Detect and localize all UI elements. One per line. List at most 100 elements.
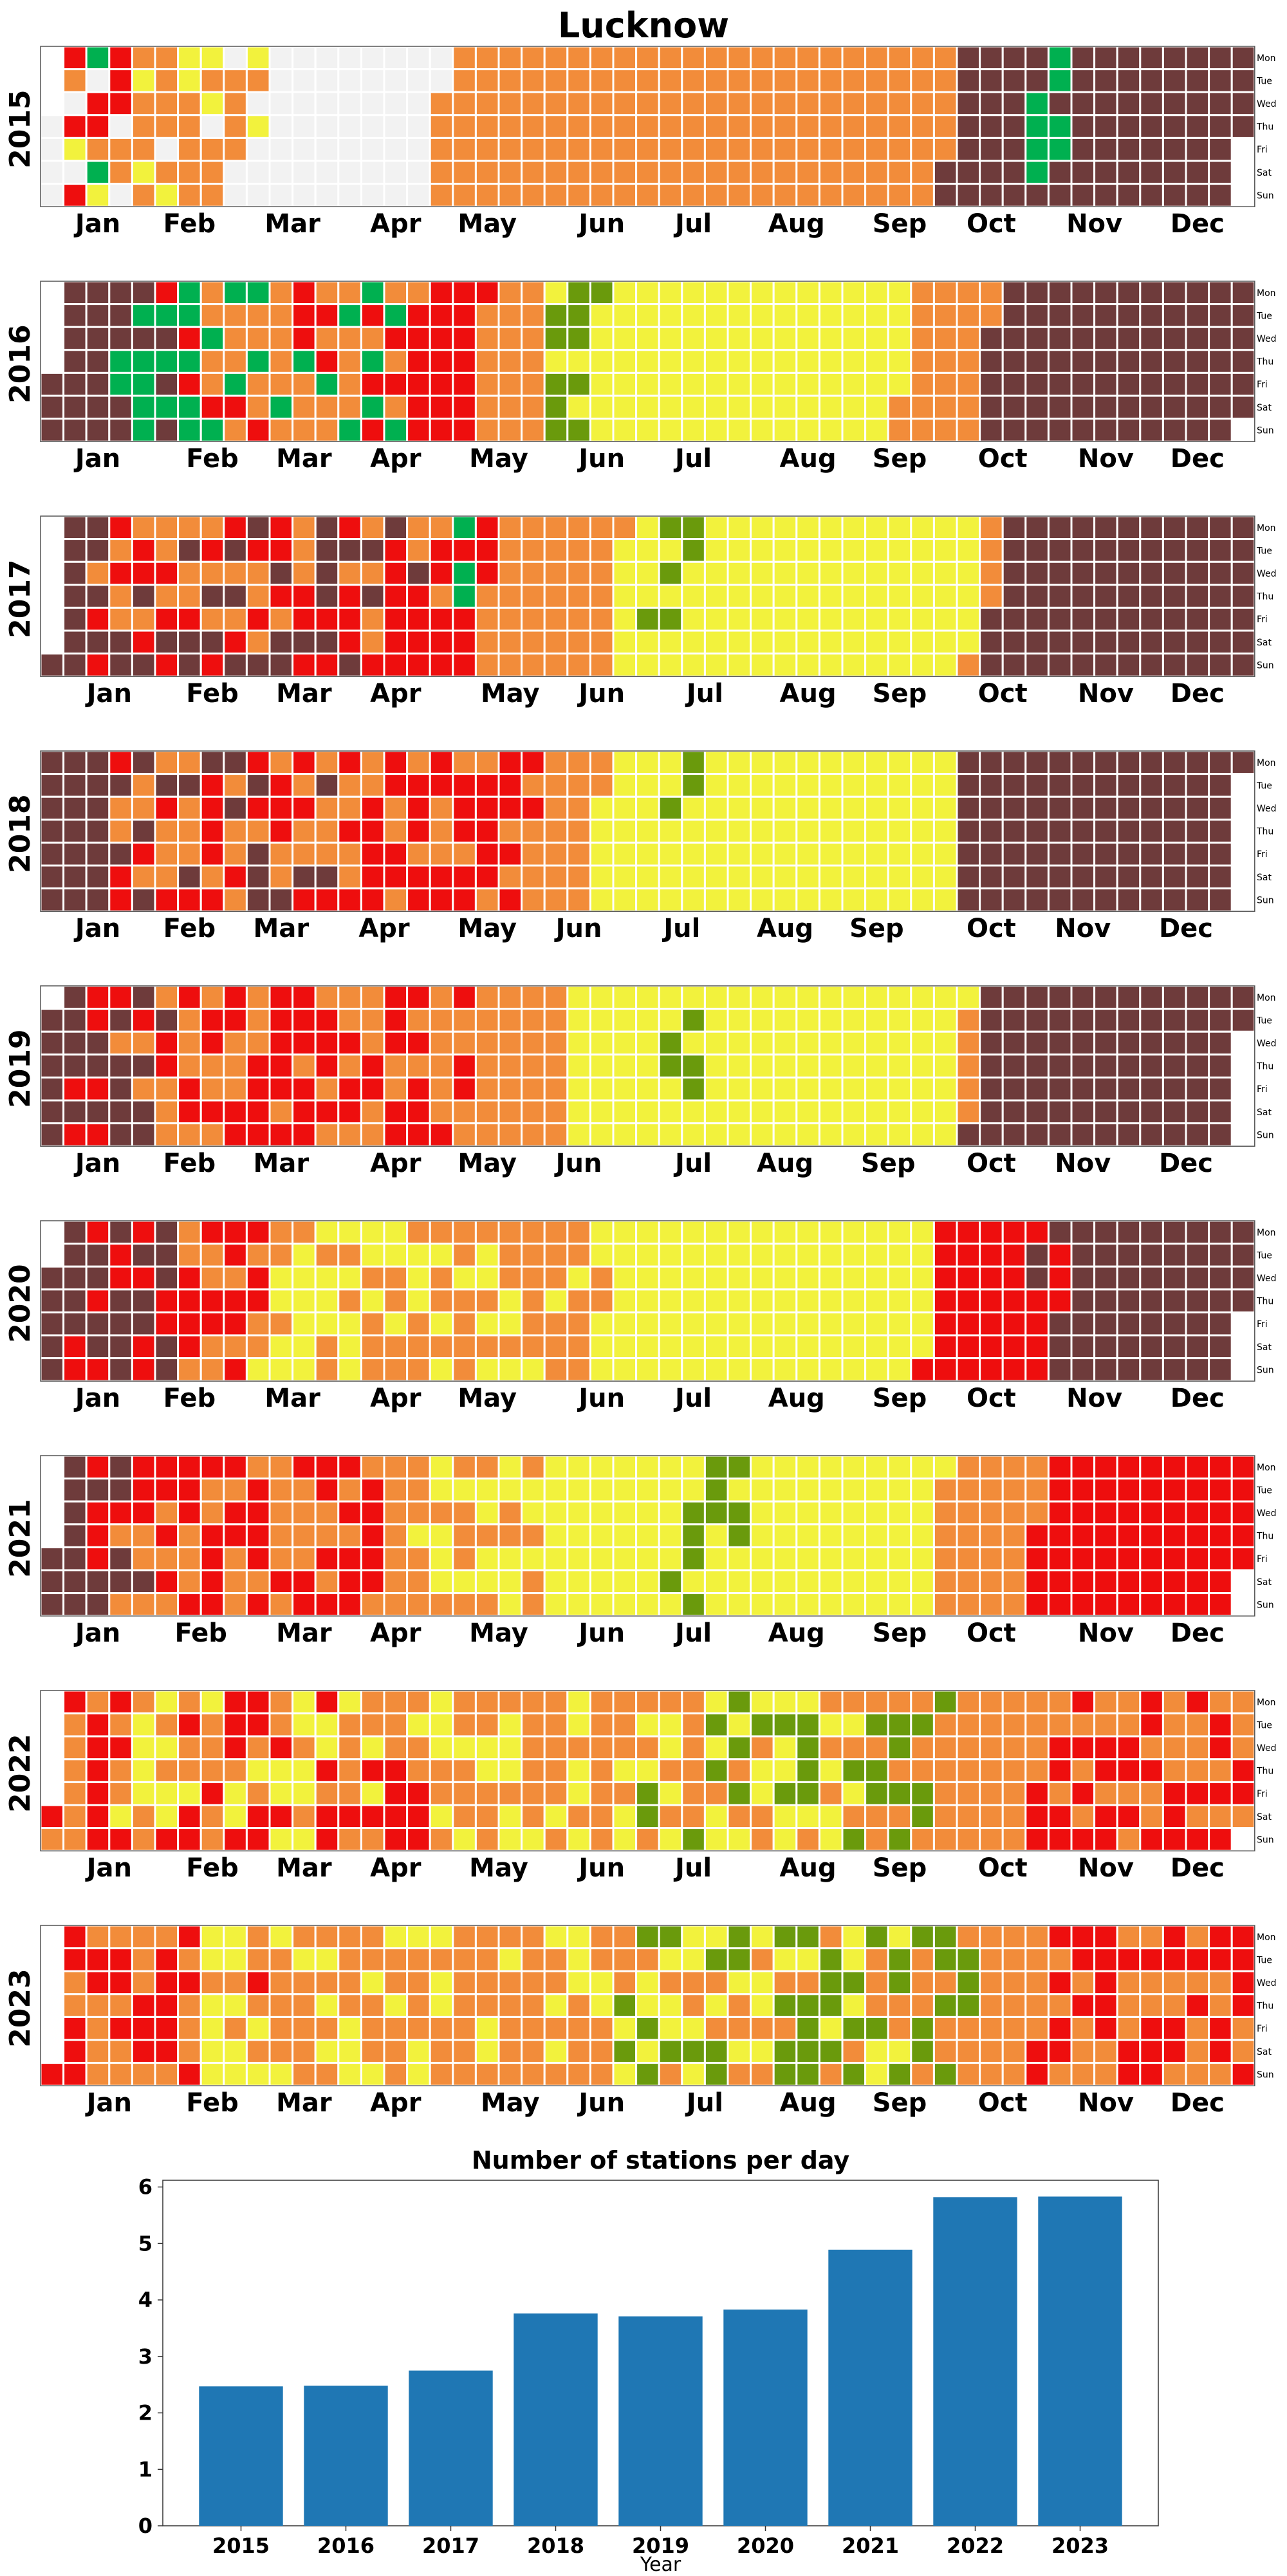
day-cell [841,1219,867,1245]
day-cell [932,1758,958,1783]
day-cell [1093,68,1118,93]
day-cell [543,394,569,420]
day-cell [245,45,271,71]
day-cell [177,303,202,328]
day-cell [177,114,202,139]
day-cell [268,1122,294,1147]
day-cell [612,1243,638,1268]
day-cell [62,1758,88,1783]
day-cell [910,1689,935,1715]
day-cell [223,1546,248,1571]
day-cell [818,819,844,844]
day-cell [85,1053,111,1079]
day-cell [910,136,935,162]
day-cell [887,819,912,844]
day-cell [429,2039,454,2064]
day-cell [452,1076,477,1102]
day-cell [1070,773,1096,798]
day-cell [887,653,912,678]
day-cell [1001,1970,1027,1996]
day-cell [566,1781,591,1806]
day-cell [681,418,706,443]
day-cell [131,1947,156,1972]
day-cell [383,1993,409,2018]
day-cell [245,538,271,563]
day-cell [703,1288,729,1313]
day-cell [337,1592,362,1617]
day-cell [154,1454,180,1480]
day-cell [635,160,660,185]
day-cell [177,68,202,93]
day-cell [681,1924,706,1950]
day-cell [337,1947,362,1972]
day-cell [864,1924,889,1950]
day-cell [452,561,477,586]
day-cell [1162,1569,1187,1595]
day-cell [314,2062,340,2087]
day-cell [177,773,202,798]
day-cell [223,1454,248,1480]
weekday-label: Sat [1257,168,1272,178]
day-cell [727,538,752,563]
day-cell [1116,1523,1142,1548]
day-cell [1116,1265,1142,1291]
day-cell [108,136,133,162]
day-cell [543,773,569,798]
day-cell [521,606,546,632]
day-cell [406,2062,431,2087]
day-cell [245,1076,271,1102]
day-cell [612,1334,638,1360]
day-cell [383,1008,409,1033]
day-cell [497,1478,523,1503]
day-cell [292,303,317,328]
day-cell [131,1454,156,1480]
day-cell [1208,1781,1233,1806]
day-cell [360,136,385,162]
day-cell [727,1993,752,2018]
day-cell [703,326,729,351]
day-cell [681,68,706,93]
day-cell [750,1781,775,1806]
day-cell [154,561,180,586]
day-cell [360,1099,385,1125]
day-cell [1047,1076,1073,1102]
day-cell [360,653,385,678]
weekday-label: Thu [1256,1532,1273,1542]
day-cell [566,1804,591,1830]
day-cell [1001,1099,1027,1125]
day-cell [360,515,385,541]
day-cell [199,1592,225,1617]
day-cell [154,606,180,632]
day-cell [566,1500,591,1526]
day-cell [1047,1804,1073,1830]
day-cell [1139,1030,1164,1056]
day-cell [383,1265,409,1291]
day-cell [635,1053,660,1079]
day-cell [39,136,65,162]
day-cell [429,1008,454,1033]
day-cell [245,584,271,609]
day-cell [910,653,935,678]
day-cell [1024,1546,1050,1571]
day-cell [1070,1288,1096,1313]
day-cell [612,1827,638,1852]
day-cell [177,1478,202,1503]
day-cell [1139,538,1164,563]
day-cell [566,1970,591,1996]
day-cell [292,68,317,93]
day-cell [497,1311,523,1337]
day-cell [314,45,340,71]
day-cell [474,1804,500,1830]
day-cell [566,1030,591,1056]
day-cell [406,303,431,328]
day-cell [612,606,638,632]
day-cell [314,887,340,913]
day-cell [429,68,454,93]
day-cell [1001,1592,1027,1617]
day-cell [1093,629,1118,655]
day-cell [910,68,935,93]
day-cell [772,795,798,821]
day-cell [360,1500,385,1526]
